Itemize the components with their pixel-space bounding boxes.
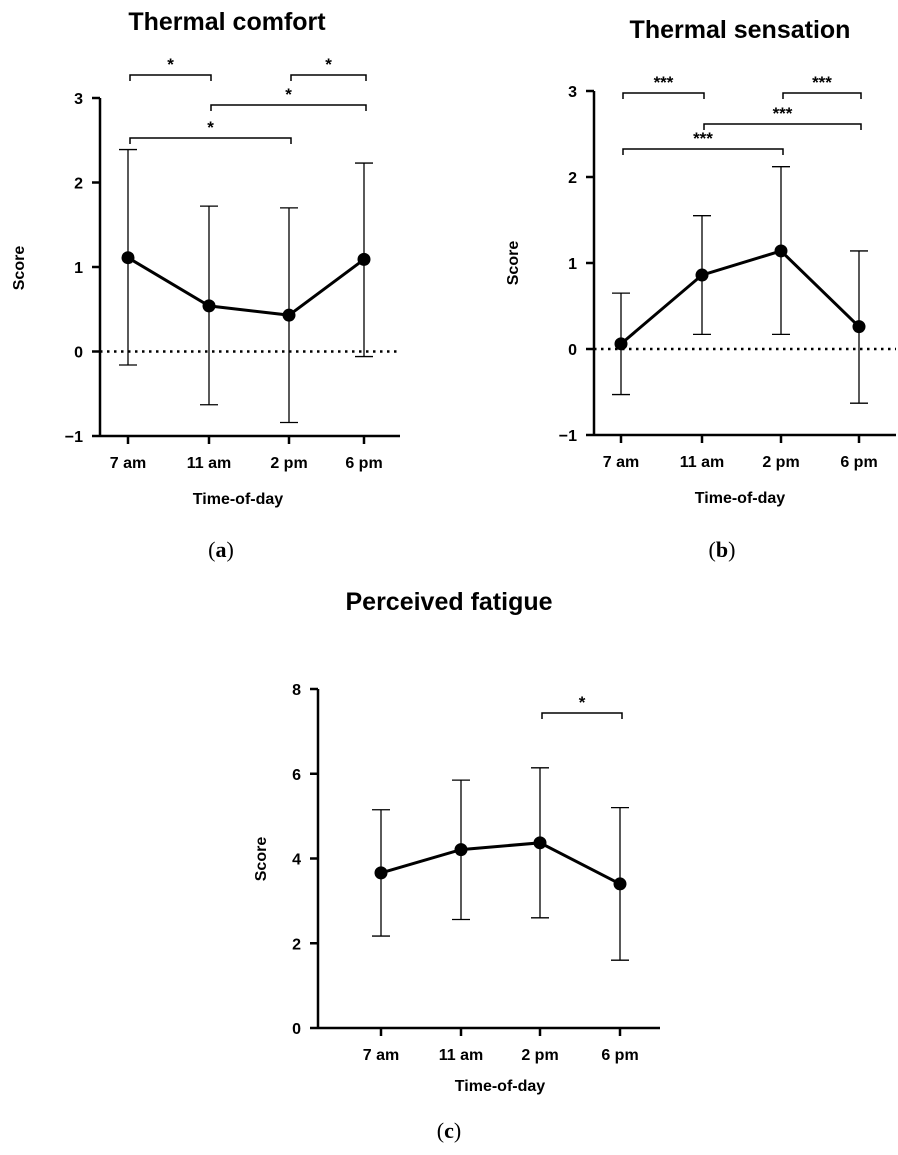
- caption-close-paren: ): [227, 537, 234, 562]
- x-tick-label: 11 am: [439, 1047, 483, 1064]
- caption-close-paren: ): [728, 537, 735, 562]
- data-point: [852, 320, 866, 334]
- y-tick-label: 3: [74, 91, 83, 108]
- panel-caption: (a): [208, 537, 234, 562]
- panel-caption: (b): [709, 537, 736, 562]
- significance-bracket: [210, 104, 367, 111]
- significance-label: ***: [654, 73, 674, 92]
- y-tick-label: 6: [292, 767, 301, 784]
- significance-label: *: [167, 55, 174, 74]
- panel-thermal-comfort: Thermal comfort −1 0 1 2 3 7 am 11 am 2 pm 6 pm Ti…: [11, 8, 400, 562]
- y-tick-label: 1: [74, 260, 83, 277]
- y-tick-label: 2: [74, 176, 83, 193]
- chart-title: Perceived fatigue: [345, 588, 552, 616]
- series-line: [380, 841, 621, 886]
- caption-letter: b: [716, 537, 728, 562]
- series-line: [620, 249, 861, 345]
- data-point: [614, 337, 628, 351]
- significance-label: *: [579, 693, 586, 712]
- y-tick-label: 3: [568, 84, 577, 101]
- x-axis-label: Time-of-day: [695, 490, 785, 507]
- x-tick-label: 6 pm: [840, 454, 877, 471]
- significance-bracket: [129, 137, 292, 144]
- data-point: [533, 836, 547, 850]
- y-tick-label: 0: [568, 342, 577, 359]
- y-tick-label: 8: [292, 682, 301, 699]
- data-point: [282, 308, 296, 322]
- data-point: [357, 252, 371, 266]
- x-tick-label: 7 am: [110, 455, 146, 472]
- chart-title: Thermal comfort: [128, 8, 326, 36]
- significance-bracket: [703, 123, 862, 130]
- caption-close-paren: ): [454, 1118, 461, 1143]
- significance-bracket: [622, 148, 784, 155]
- significance-bracket: [290, 74, 367, 81]
- x-tick-label: 11 am: [187, 455, 231, 472]
- x-axis-label: Time-of-day: [193, 491, 283, 508]
- x-tick-label: 6 pm: [345, 455, 382, 472]
- significance-label: ***: [773, 104, 793, 123]
- panel-thermal-sensation: Thermal sensation −1 0 1 2 3 7 am 11 am 2 pm 6 pm…: [505, 16, 896, 562]
- significance-label: *: [207, 118, 214, 137]
- x-tick-label: 2 pm: [762, 454, 799, 471]
- significance-label: ***: [812, 73, 832, 92]
- y-tick-label: 2: [292, 936, 301, 953]
- data-point: [695, 268, 709, 282]
- panel-perceived-fatigue: Perceived fatigue 0 2 4 6 8 7 am 11 am 2 pm 6 pm T…: [253, 588, 660, 1143]
- significance-bracket: [622, 92, 705, 99]
- y-axis-label: Score: [11, 246, 28, 291]
- x-axis-label: Time-of-day: [455, 1078, 545, 1095]
- series-line: [127, 256, 365, 317]
- y-axis-label: Score: [505, 241, 522, 286]
- data-point: [774, 244, 788, 258]
- y-axis-label: Score: [253, 837, 270, 882]
- data-point: [374, 866, 388, 880]
- caption-open-paren: (: [208, 537, 215, 562]
- x-tick-label: 6 pm: [601, 1047, 638, 1064]
- caption-open-paren: (: [437, 1118, 444, 1143]
- caption-letter: a: [216, 537, 227, 562]
- x-tick-label: 7 am: [603, 454, 639, 471]
- data-point: [454, 843, 468, 857]
- x-tick-label: 11 am: [680, 454, 724, 471]
- y-tick-label: 2: [568, 170, 577, 187]
- y-tick-label: 1: [568, 256, 577, 273]
- data-point: [202, 299, 216, 313]
- y-tick-label: −1: [65, 429, 83, 446]
- y-tick-label: 0: [74, 345, 83, 362]
- x-tick-label: 2 pm: [270, 455, 307, 472]
- significance-label: *: [325, 55, 332, 74]
- panel-caption: (c): [437, 1118, 461, 1143]
- y-tick-label: −1: [559, 428, 577, 445]
- significance-bracket: [782, 92, 862, 99]
- significance-bracket: [541, 712, 623, 719]
- chart-title: Thermal sensation: [630, 16, 851, 44]
- x-tick-label: 2 pm: [521, 1047, 558, 1064]
- caption-letter: c: [444, 1118, 454, 1143]
- significance-label: ***: [693, 129, 713, 148]
- caption-open-paren: (: [709, 537, 716, 562]
- data-point: [121, 251, 135, 265]
- significance-label: *: [285, 85, 292, 104]
- data-point: [613, 877, 627, 891]
- significance-bracket: [129, 74, 212, 81]
- x-tick-label: 7 am: [363, 1047, 399, 1064]
- y-tick-label: 0: [292, 1021, 301, 1038]
- y-tick-label: 4: [292, 852, 301, 869]
